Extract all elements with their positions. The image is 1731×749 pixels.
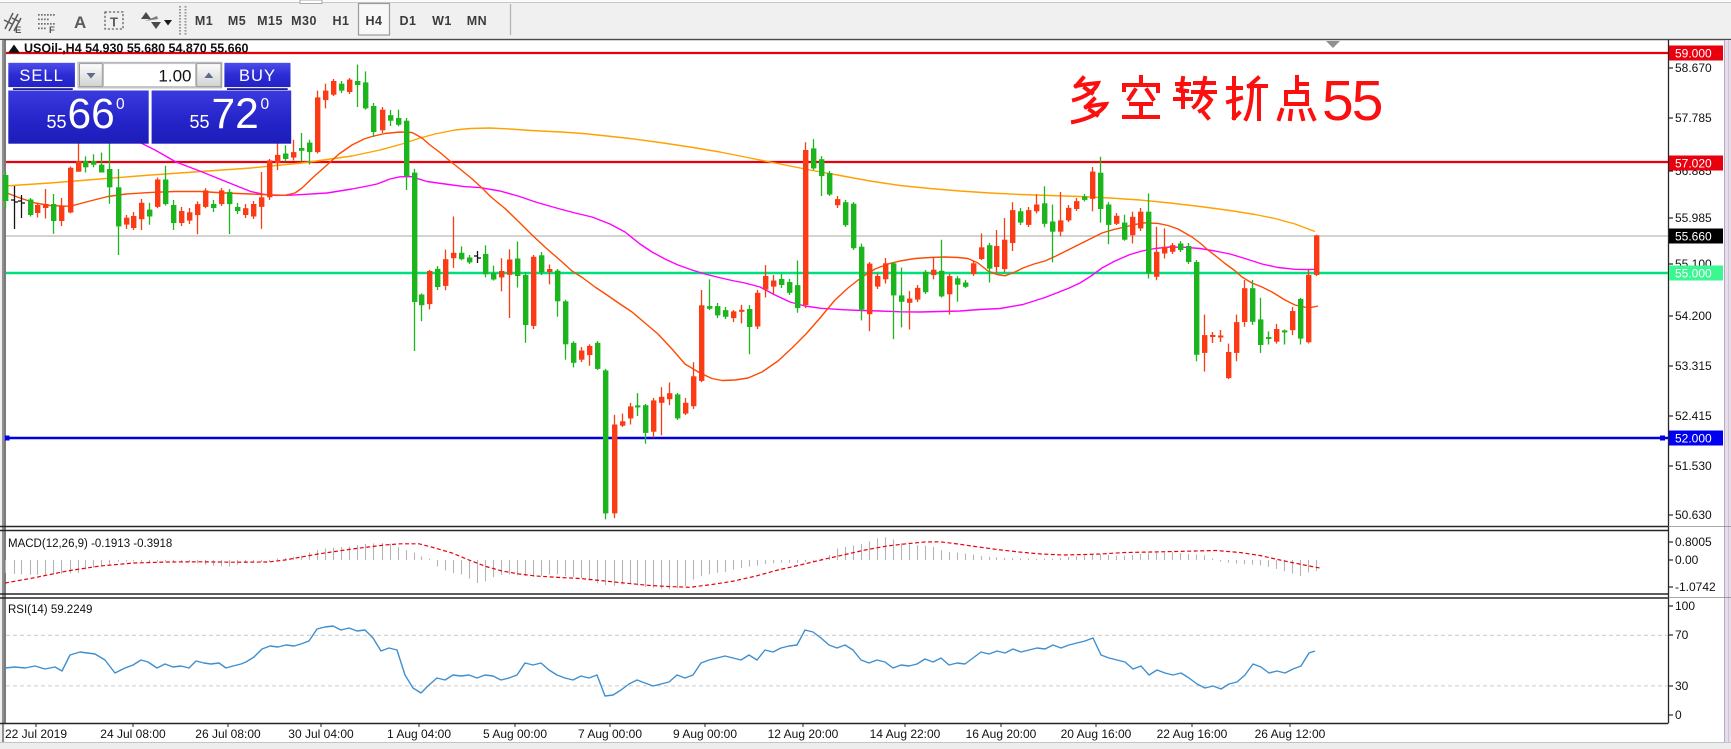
svg-text:RSI(14) 59.2249: RSI(14) 59.2249 [8, 604, 92, 616]
svg-text:1.00: 1.00 [158, 67, 191, 86]
svg-text:58.670: 58.670 [1675, 61, 1712, 75]
svg-text:72: 72 [212, 91, 259, 138]
svg-text:55.660: 55.660 [1675, 230, 1712, 244]
svg-text:52.415: 52.415 [1675, 409, 1712, 423]
svg-text:26 Jul 08:00: 26 Jul 08:00 [195, 727, 261, 741]
svg-text:50.630: 50.630 [1675, 508, 1712, 522]
svg-text:30: 30 [1675, 679, 1689, 693]
svg-text:0: 0 [116, 96, 125, 113]
svg-text:9 Aug 00:00: 9 Aug 00:00 [673, 727, 737, 741]
svg-text:20 Aug 16:00: 20 Aug 16:00 [1061, 727, 1132, 741]
svg-text:70: 70 [1675, 628, 1689, 642]
svg-text:55: 55 [190, 112, 210, 132]
svg-text:51.530: 51.530 [1675, 459, 1712, 473]
svg-text:H1: H1 [333, 14, 350, 28]
svg-text:M5: M5 [228, 14, 246, 28]
svg-text:M1: M1 [195, 14, 213, 28]
svg-text:5 Aug 00:00: 5 Aug 00:00 [483, 727, 547, 741]
svg-text:52.000: 52.000 [1675, 432, 1712, 446]
svg-text:0.00: 0.00 [1675, 553, 1699, 567]
svg-text:24 Jul 08:00: 24 Jul 08:00 [100, 727, 166, 741]
svg-text:14 Aug 22:00: 14 Aug 22:00 [870, 727, 941, 741]
svg-text:W1: W1 [432, 14, 452, 28]
svg-text:F: F [49, 25, 55, 36]
svg-text:A: A [74, 13, 86, 32]
svg-text:16 Aug 20:00: 16 Aug 20:00 [966, 727, 1037, 741]
svg-text:53.315: 53.315 [1675, 359, 1712, 373]
svg-text:MACD(12,26,9) -0.1913 -0.3918: MACD(12,26,9) -0.1913 -0.3918 [8, 538, 172, 550]
svg-text:M15: M15 [257, 14, 283, 28]
svg-text:T: T [110, 15, 118, 30]
svg-text:12 Aug 20:00: 12 Aug 20:00 [768, 727, 839, 741]
svg-text:57.020: 57.020 [1675, 157, 1712, 171]
svg-text:55.000: 55.000 [1675, 267, 1712, 281]
svg-text:22 Jul 2019: 22 Jul 2019 [5, 727, 67, 741]
svg-text:55: 55 [47, 112, 67, 132]
svg-text:M30: M30 [291, 14, 317, 28]
svg-text:26 Aug 12:00: 26 Aug 12:00 [1255, 727, 1326, 741]
svg-text:66: 66 [68, 91, 115, 138]
svg-text:1 Aug 04:00: 1 Aug 04:00 [387, 727, 451, 741]
svg-text:100: 100 [1675, 599, 1695, 613]
svg-text:7 Aug 00:00: 7 Aug 00:00 [578, 727, 642, 741]
svg-text:54.200: 54.200 [1675, 309, 1712, 323]
svg-text:BUY: BUY [239, 67, 276, 85]
svg-text:55: 55 [1322, 69, 1382, 133]
svg-text:57.785: 57.785 [1675, 111, 1712, 125]
svg-text:0.8005: 0.8005 [1675, 535, 1712, 549]
svg-text:E: E [15, 25, 21, 36]
svg-text:H4: H4 [366, 14, 383, 28]
svg-text:0: 0 [1675, 708, 1682, 722]
svg-text:55.985: 55.985 [1675, 211, 1712, 225]
svg-text:USOil-,H4 54.930 55.680 54.87: USOil-,H4 54.930 55.680 54.870 55.660 [24, 42, 249, 56]
svg-text:SELL: SELL [19, 67, 63, 85]
svg-text:-1.0742: -1.0742 [1675, 580, 1716, 594]
svg-text:59.000: 59.000 [1675, 47, 1712, 61]
svg-text:0: 0 [261, 96, 270, 113]
svg-text:D1: D1 [400, 14, 417, 28]
svg-text:22 Aug 16:00: 22 Aug 16:00 [1157, 727, 1228, 741]
svg-text:MN: MN [467, 14, 487, 28]
svg-text:30 Jul 04:00: 30 Jul 04:00 [288, 727, 354, 741]
